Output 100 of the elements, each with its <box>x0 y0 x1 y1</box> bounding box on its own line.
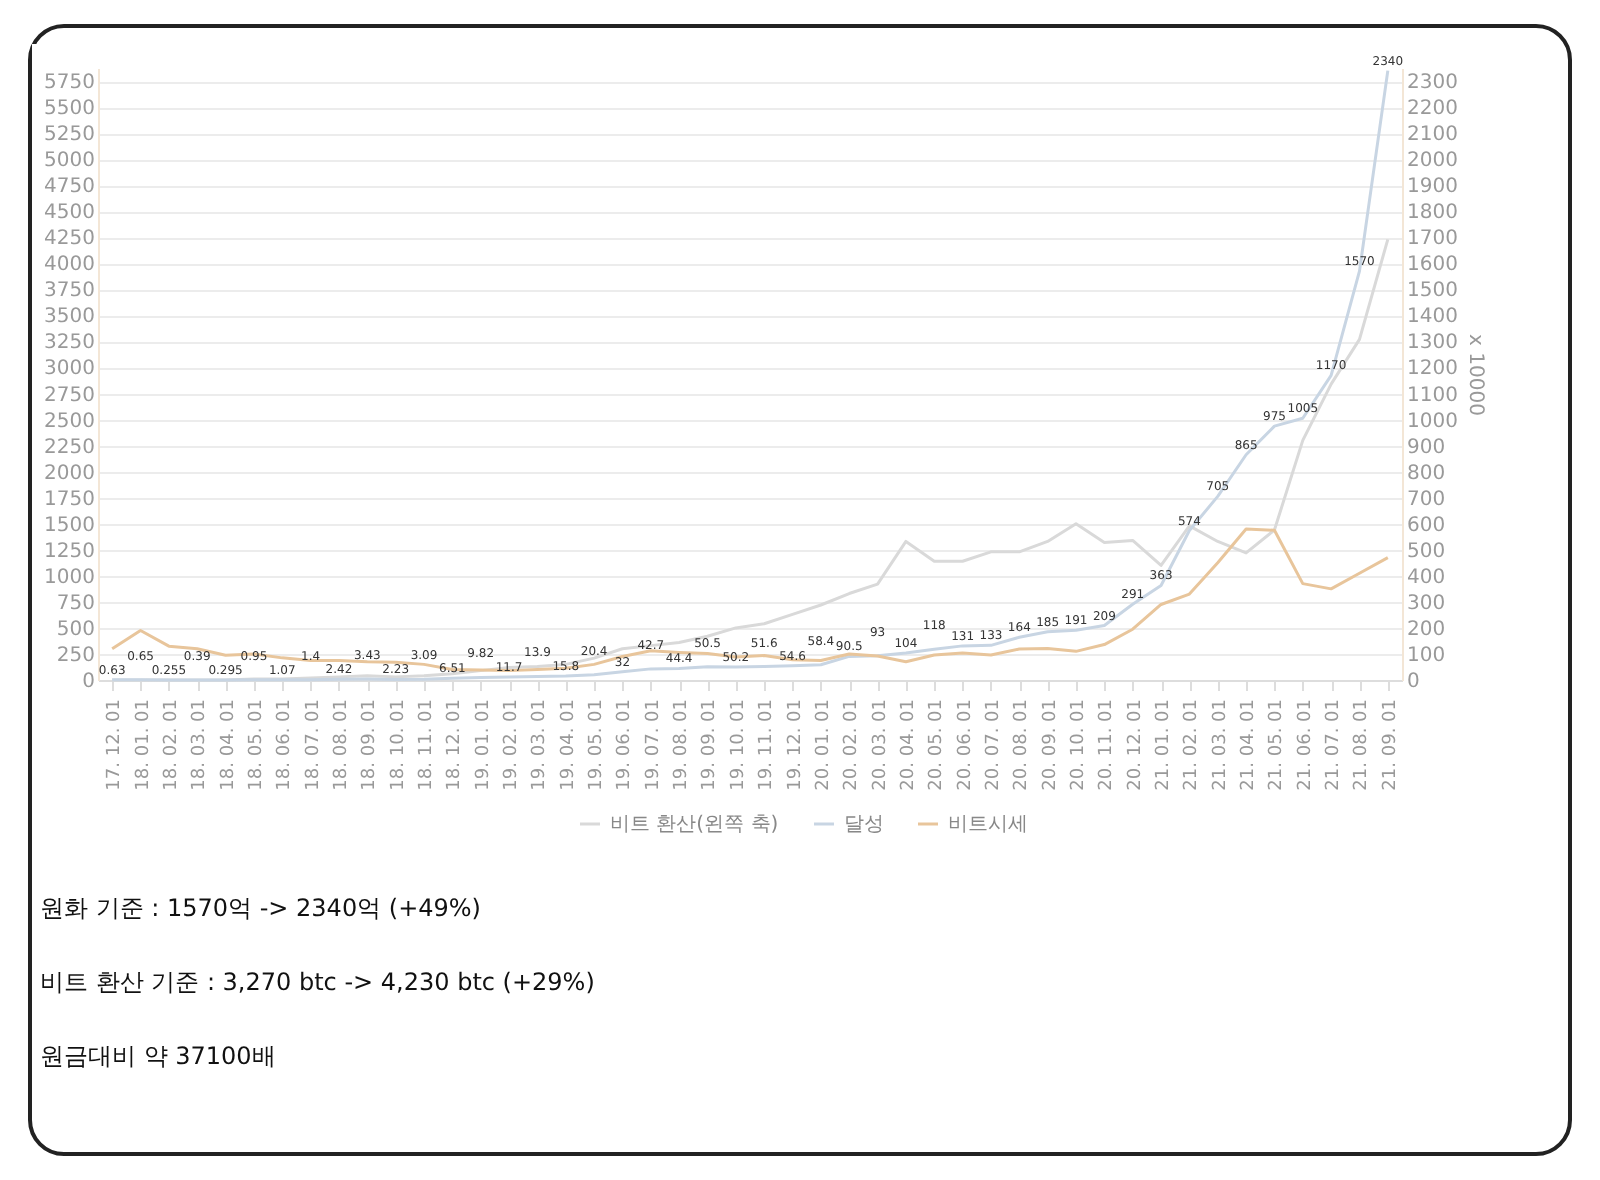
x-tick-label: 18. 04. 01 <box>218 699 239 791</box>
legend-label: 비트 환산(왼쪽 축) <box>610 814 779 836</box>
x-tick-label: 19. 12. 01 <box>785 699 806 791</box>
x-tick-label: 19. 02. 01 <box>502 699 523 791</box>
x-tick-label: 20. 02. 01 <box>842 699 863 791</box>
y-tick-label: 4500 <box>44 202 95 225</box>
y-tick-label: 1000 <box>44 566 95 589</box>
y-tick-label: 5000 <box>44 150 95 173</box>
y2-tick-label: 200 <box>1407 618 1446 641</box>
y2-tick-label: 1400 <box>1407 306 1458 329</box>
x-tick-label: 19. 04. 01 <box>558 699 579 791</box>
x-tick-label: 20. 11. 01 <box>1097 699 1118 791</box>
x-tick-label: 20. 04. 01 <box>898 699 919 791</box>
y-tick-label: 5250 <box>44 124 95 147</box>
x-tick-label: 20. 12. 01 <box>1125 699 1146 791</box>
y-tick-label: 2750 <box>44 384 95 407</box>
y-tick-label: 750 <box>56 592 95 615</box>
x-tick-label: 21. 04. 01 <box>1239 699 1260 791</box>
y-tick-label: 3750 <box>44 280 95 303</box>
x-tick-label: 20. 01. 01 <box>813 699 834 791</box>
x-tick-label: 20. 07. 01 <box>983 699 1004 791</box>
y2-tick-label: 2100 <box>1407 124 1458 147</box>
y-tick-label: 5750 <box>44 72 95 95</box>
x-tick-label: 18. 09. 01 <box>360 699 381 791</box>
y2-tick-label: 900 <box>1407 436 1446 459</box>
y-tick-label: 3250 <box>44 332 95 355</box>
y2-tick-label: 2200 <box>1407 98 1458 121</box>
y2-tick-label: 600 <box>1407 514 1446 537</box>
x-tick-label: 20. 03. 01 <box>870 699 891 791</box>
x-tick-label: 21. 03. 01 <box>1210 699 1231 791</box>
x-tick-label: 18. 07. 01 <box>303 699 324 791</box>
y2-tick-label: 2000 <box>1407 150 1458 173</box>
x-tick-label: 19. 07. 01 <box>643 699 664 791</box>
y2-axis-title: x 10000 <box>1463 334 1486 416</box>
y-tick-label: 500 <box>56 618 95 641</box>
y-tick-label: 3000 <box>44 358 95 381</box>
x-tick-label: 20. 09. 01 <box>1040 699 1061 791</box>
x-tick-label: 18. 12. 01 <box>445 699 466 791</box>
y2-tick-label: 500 <box>1407 540 1446 563</box>
x-tick-label: 21. 05. 01 <box>1267 699 1288 791</box>
x-tick-label: 19. 10. 01 <box>728 699 749 791</box>
x-tick-label: 21. 09. 01 <box>1380 699 1401 791</box>
x-tick-label: 21. 02. 01 <box>1182 699 1203 791</box>
y2-tick-label: 1900 <box>1407 176 1458 199</box>
x-tick-label: 19. 06. 01 <box>615 699 636 791</box>
x-tick-label: 18. 05. 01 <box>246 699 267 791</box>
y2-tick-label: 700 <box>1407 488 1446 511</box>
text: 원화 기준 : 1570억 -> 2340억 (+49%) <box>40 892 483 926</box>
y-tick-label: 2250 <box>44 436 95 459</box>
y2-tick-label: 1600 <box>1407 254 1458 277</box>
y2-tick-label: 1000 <box>1407 410 1458 433</box>
x-tick-label: 19. 08. 01 <box>672 699 693 791</box>
y-tick-label: 2500 <box>44 410 95 433</box>
x-tick-label: 18. 08. 01 <box>331 699 352 791</box>
y-tick-label: 250 <box>56 644 95 667</box>
x-tick-label: 21. 07. 01 <box>1324 699 1345 791</box>
y-tick-label: 3500 <box>44 306 95 329</box>
x-tick-label: 18. 06. 01 <box>275 699 296 791</box>
x-tick-label: 20. 05. 01 <box>927 699 948 791</box>
x-tick-label: 18. 11. 01 <box>417 699 437 791</box>
y2-tick-label: 1100 <box>1407 384 1458 407</box>
legend-label: 달성 <box>844 814 884 836</box>
y-tick-label: 4250 <box>44 228 95 251</box>
x-tick-label: 17. 12. 01 <box>105 699 126 791</box>
y-tick-label: 4000 <box>44 254 95 277</box>
y-tick-label: 1500 <box>44 514 95 537</box>
y2-tick-label: 1700 <box>1407 228 1458 251</box>
y2-tick-label: 1200 <box>1407 358 1458 381</box>
y2-tick-label: 1500 <box>1407 280 1458 303</box>
x-tick-label: 19. 11. 01 <box>757 699 778 791</box>
legend-label: 비트시세 <box>948 814 1028 836</box>
y-tick-label: 0 <box>82 671 95 693</box>
y-tick-label: 1250 <box>44 540 95 563</box>
x-tick-label: 20. 06. 01 <box>955 699 976 791</box>
x-tick-label: 18. 01. 01 <box>133 699 154 791</box>
text: 원금대비 약 37100배 <box>40 1040 278 1074</box>
y2-tick-label: 1800 <box>1407 202 1458 225</box>
y2-tick-label: 0 <box>1407 671 1420 693</box>
x-tick-label: 19. 05. 01 <box>587 699 608 791</box>
y2-tick-label: 800 <box>1407 462 1446 485</box>
y2-tick-label: 300 <box>1407 592 1446 615</box>
x-tick-label: 19. 09. 01 <box>700 699 721 791</box>
x-tick-label: 21. 08. 01 <box>1352 699 1373 791</box>
x-tick-label: 19. 01. 01 <box>473 699 494 791</box>
y-tick-label: 1750 <box>44 488 95 511</box>
x-tick-label: 18. 10. 01 <box>388 699 409 791</box>
y2-tick-label: 2300 <box>1407 72 1458 95</box>
x-tick-label: 19. 03. 01 <box>530 699 551 791</box>
y-tick-label: 5500 <box>44 98 95 121</box>
y2-tick-label: 100 <box>1407 644 1446 667</box>
y-tick-label: 4750 <box>44 176 95 199</box>
x-tick-label: 20. 08. 01 <box>1012 699 1033 791</box>
y2-tick-label: 400 <box>1407 566 1446 589</box>
x-tick-label: 18. 02. 01 <box>161 699 182 791</box>
y-tick-label: 2000 <box>44 462 95 485</box>
x-tick-label: 20. 10. 01 <box>1069 699 1089 791</box>
x-tick-label: 21. 01. 01 <box>1154 699 1175 791</box>
y2-tick-label: 1300 <box>1407 332 1458 355</box>
x-tick-label: 18. 03. 01 <box>190 699 211 791</box>
text: 비트 환산 기준 : 3,270 btc -> 4,230 btc (+29%) <box>40 966 595 1000</box>
